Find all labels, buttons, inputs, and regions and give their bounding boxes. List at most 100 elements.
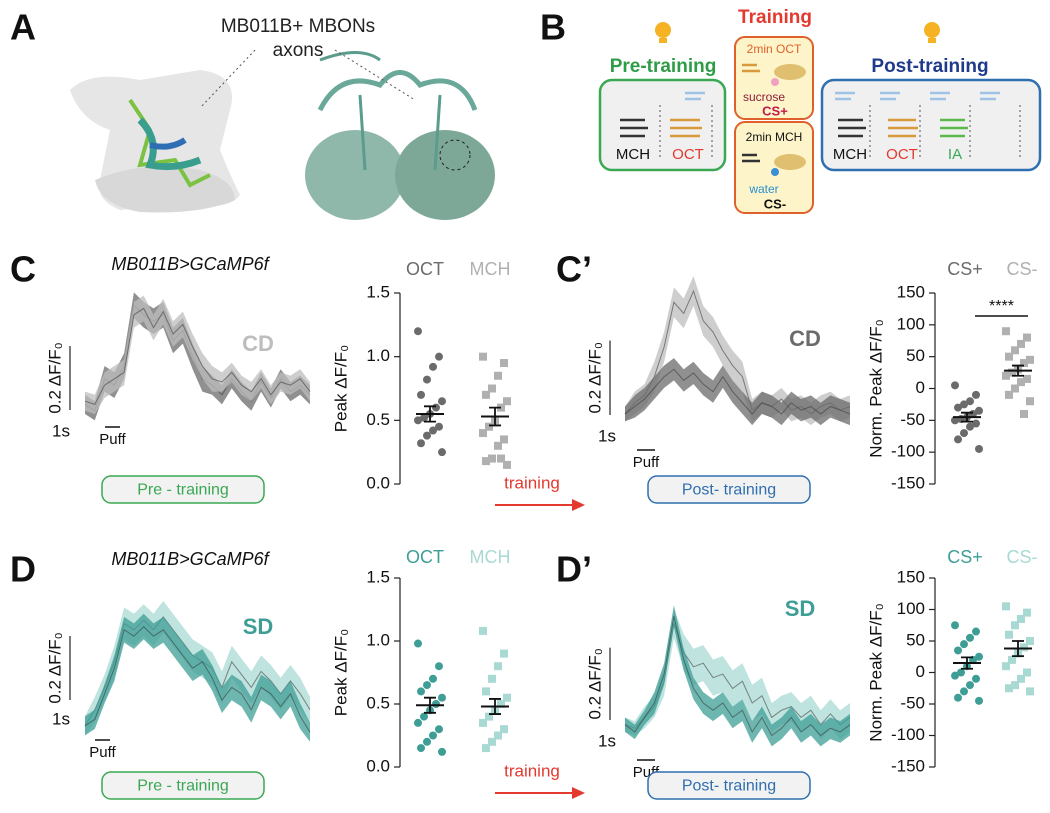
data-point <box>975 406 983 415</box>
data-point <box>435 725 443 734</box>
condition-box <box>101 771 265 800</box>
data-point <box>417 390 425 399</box>
data-point <box>1017 674 1025 683</box>
panel-letter: A <box>10 7 36 48</box>
error-band <box>625 605 850 747</box>
y-tick-label: 0 <box>916 378 925 397</box>
error-band <box>85 295 310 414</box>
data-point <box>951 381 959 390</box>
data-point <box>429 731 437 740</box>
scale-bar-label: 0.2 ΔF/F₀ <box>45 632 64 703</box>
arrow-label: training <box>504 473 560 492</box>
data-point <box>1011 621 1019 630</box>
brain-outline <box>70 49 495 220</box>
data-point <box>482 390 490 399</box>
data-point <box>414 718 422 727</box>
data-point <box>1002 371 1010 380</box>
trace-annotation: SD <box>785 596 816 621</box>
panel-letter: C <box>10 249 36 290</box>
data-point <box>497 454 505 463</box>
data-point <box>1011 346 1019 355</box>
data-point <box>494 371 502 380</box>
data-point <box>479 429 487 438</box>
data-point <box>500 649 508 658</box>
time-label: 1s <box>52 421 70 440</box>
data-point <box>429 362 437 371</box>
y-tick-label: 0.0 <box>366 756 390 775</box>
neuron-render <box>305 51 495 220</box>
panel-letter: D <box>10 549 36 590</box>
error-bar <box>489 698 501 715</box>
data-point <box>435 662 443 671</box>
data-point <box>438 448 446 457</box>
y-tick-label: 0.0 <box>366 473 390 492</box>
y-tick-label: 1.5 <box>366 282 390 301</box>
legend-label: CS+ <box>947 259 983 279</box>
trace-line <box>624 368 851 415</box>
y-tick-label: -100 <box>891 442 925 461</box>
data-point <box>429 426 437 435</box>
scale-bar-label: 0.2 ΔF/F₀ <box>45 342 64 413</box>
genotype: MB011B>GCaMP6f <box>111 549 270 569</box>
y-tick-label: 100 <box>897 599 925 618</box>
y-tick-label: 0 <box>916 662 925 681</box>
time-label: 1s <box>52 709 70 728</box>
scale-bar-label: 0.2 ΔF/F₀ <box>585 648 604 719</box>
data-point <box>966 422 974 431</box>
anatomy-label: MB011B+ MBONs <box>221 16 375 37</box>
y-tick-label: 100 <box>897 314 925 333</box>
error-band <box>625 358 850 426</box>
legend-label: MCH <box>470 547 511 567</box>
stage-title: Training <box>738 7 812 28</box>
odor-label: MCH <box>616 146 650 163</box>
data-point <box>420 413 428 422</box>
panel-letter: C’ <box>556 249 592 290</box>
stimulus-label: Puff <box>633 454 660 471</box>
data-point <box>1026 397 1034 406</box>
data-point <box>479 352 487 361</box>
stage-title: Pre-training <box>610 56 717 77</box>
data-point <box>1020 643 1028 652</box>
data-point <box>500 435 508 444</box>
trace-line <box>84 307 311 406</box>
data-point <box>438 397 446 406</box>
data-point <box>975 652 983 661</box>
condition-label: Post- training <box>682 778 776 795</box>
data-point <box>1005 684 1013 693</box>
data-point <box>417 439 425 448</box>
data-point <box>479 718 487 727</box>
data-point <box>1005 352 1013 361</box>
data-point <box>972 419 980 428</box>
data-point <box>417 687 425 696</box>
error-bar <box>961 656 973 670</box>
error-band <box>625 276 850 426</box>
y-axis-label: Norm. Peak ΔF/F₀ <box>866 603 885 741</box>
trace-annotation: CD <box>789 326 821 351</box>
data-point <box>972 674 980 683</box>
panel-letter: B <box>540 7 566 48</box>
data-point <box>1026 637 1034 645</box>
arrow-label: training <box>504 761 560 780</box>
data-point <box>503 397 511 406</box>
data-point <box>1002 662 1010 671</box>
data-point <box>960 687 968 696</box>
data-point <box>494 731 502 740</box>
y-axis-label: Peak ΔF/F₀ <box>331 345 350 432</box>
data-point <box>420 712 428 721</box>
legend-label: CS+ <box>947 547 983 567</box>
data-point <box>497 700 505 708</box>
data-point <box>1017 339 1025 348</box>
error-bar <box>424 696 436 714</box>
condition-box <box>647 771 811 800</box>
condition-box <box>101 475 265 504</box>
error-band <box>85 613 310 742</box>
y-tick-label: 1.0 <box>366 346 390 365</box>
trace-line <box>84 625 311 733</box>
data-point <box>485 712 493 721</box>
stage-title: Post-training <box>871 56 988 77</box>
trace-line <box>624 616 851 737</box>
data-point <box>485 422 493 431</box>
data-point <box>975 696 983 705</box>
y-tick-label: 0.5 <box>366 693 390 712</box>
data-point <box>503 460 511 469</box>
